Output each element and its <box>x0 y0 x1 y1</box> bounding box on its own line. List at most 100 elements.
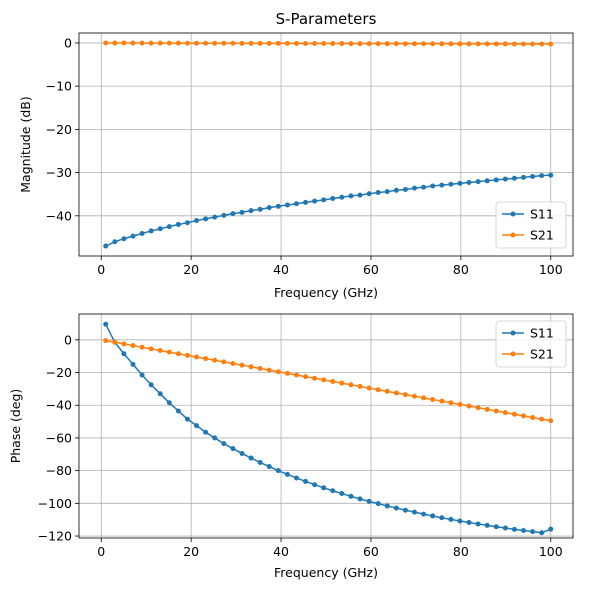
magnitude-s21-point <box>194 40 200 46</box>
phase-s21-point <box>148 346 154 352</box>
magnitude-s21-point <box>339 41 345 47</box>
magnitude-s21-point <box>502 41 508 47</box>
phase-s11-point <box>184 416 190 422</box>
phase-s21-point <box>457 401 463 407</box>
phase-s21-point <box>330 379 336 385</box>
phase-s21-point <box>348 382 354 388</box>
magnitude-s11-point <box>321 197 327 203</box>
magnitude-legend: S11 S21 <box>495 201 567 249</box>
phase-axes-frame <box>78 313 574 539</box>
phase-s21-point <box>139 344 145 350</box>
magnitude-s21-point <box>175 40 181 46</box>
phase-s21-point <box>130 343 136 349</box>
magnitude-s11-point <box>393 187 399 193</box>
magnitude-s11-point <box>348 193 354 199</box>
phase-s21-point <box>175 351 181 357</box>
magnitude-s11-point <box>457 180 463 186</box>
phase-s11-point <box>393 505 399 511</box>
phase-s11-point <box>248 455 254 461</box>
phase-y-axis-label: Phase (deg) <box>8 389 23 464</box>
magnitude-s21-point <box>312 41 318 47</box>
magnitude-s11-point <box>421 184 427 190</box>
magnitude-s11-point <box>103 243 109 249</box>
magnitude-y-tick-label: 0 <box>64 35 72 50</box>
phase-s21-point <box>521 413 527 419</box>
phase-s21-point <box>293 372 299 378</box>
magnitude-s11-point <box>357 192 363 198</box>
phase-s11-point <box>275 468 281 474</box>
magnitude-x-tick-label: 80 <box>453 262 469 277</box>
magnitude-s11-point <box>230 211 236 217</box>
phase-s21-point <box>248 364 254 370</box>
phase-s21-point <box>321 377 327 383</box>
phase-s11-point <box>375 501 381 507</box>
phase-s21-point <box>203 356 209 362</box>
phase-s21-point <box>312 375 318 381</box>
magnitude-s11-point <box>257 206 263 212</box>
phase-s21-point <box>357 383 363 389</box>
magnitude-s11-point <box>157 226 163 232</box>
magnitude-s11-point <box>366 191 372 197</box>
magnitude-s11-point <box>548 172 554 178</box>
phase-s21-point <box>230 361 236 367</box>
phase-s21-point <box>221 359 227 365</box>
phase-s11-point <box>321 485 327 491</box>
magnitude-s21-point <box>375 41 381 47</box>
magnitude-s11-point <box>502 176 508 182</box>
magnitude-s21-point <box>393 41 399 47</box>
magnitude-s21-point <box>112 40 118 46</box>
phase-x-tick-label: 40 <box>273 544 289 559</box>
phase-y-tick-label: −100 <box>38 496 72 511</box>
phase-s21-point <box>266 367 272 373</box>
phase-s21-point <box>475 405 481 411</box>
magnitude-x-tick-label: 60 <box>363 262 379 277</box>
phase-s11-point <box>466 519 472 525</box>
phase-s11-point <box>384 503 390 509</box>
phase-s21-point <box>412 393 418 399</box>
phase-s21-point <box>493 408 499 414</box>
magnitude-s11-point <box>303 199 309 205</box>
magnitude-y-tick-label: −10 <box>46 79 72 94</box>
phase-s11-point <box>130 361 136 367</box>
magnitude-s11-point <box>484 178 490 184</box>
magnitude-s11-point <box>275 203 281 209</box>
magnitude-s21-point <box>384 41 390 47</box>
phase-x-tick-label: 100 <box>539 544 563 559</box>
magnitude-s21-point <box>521 41 527 47</box>
magnitude-s21-point <box>330 41 336 47</box>
phase-s11-point <box>257 459 263 465</box>
magnitude-y-axis-label: Magnitude (dB) <box>18 96 33 192</box>
magnitude-s21-point <box>139 40 145 46</box>
phase-s11-point <box>421 511 427 517</box>
magnitude-x-tick-label: 0 <box>97 262 105 277</box>
magnitude-s11-point <box>511 175 517 181</box>
phase-s11-point <box>293 475 299 481</box>
magnitude-s11-point <box>121 236 127 242</box>
magnitude-s21-point <box>348 41 354 47</box>
phase-s11-point <box>430 513 436 519</box>
magnitude-s21-point <box>412 41 418 47</box>
magnitude-s11-point <box>475 179 481 185</box>
phase-s21-point <box>502 410 508 416</box>
phase-s11-point <box>148 382 154 388</box>
magnitude-s11-point <box>375 189 381 195</box>
magnitude-s21-point <box>366 41 372 47</box>
phase-s21-point <box>194 354 200 360</box>
phase-s11-point <box>266 464 272 470</box>
magnitude-s11-point <box>412 185 418 191</box>
phase-s11-point <box>457 518 463 524</box>
phase-s21-point <box>539 416 545 422</box>
phase-s11-point <box>521 527 527 533</box>
magnitude-s21-point <box>402 41 408 47</box>
phase-s21-point <box>257 365 263 371</box>
phase-x-tick-label: 80 <box>453 544 469 559</box>
phase-s11-point <box>312 482 318 488</box>
phase-s21-point <box>103 338 109 344</box>
magnitude-subplot: 0 20 40 60 80 100 0 −10 −20 −30 −40 S-Parameters F… <box>18 10 574 300</box>
phase-s21-point <box>375 387 381 393</box>
magnitude-s11-point <box>330 196 336 202</box>
phase-s11-point <box>357 496 363 502</box>
phase-s11-point <box>212 435 218 441</box>
phase-s11-point <box>121 351 127 357</box>
